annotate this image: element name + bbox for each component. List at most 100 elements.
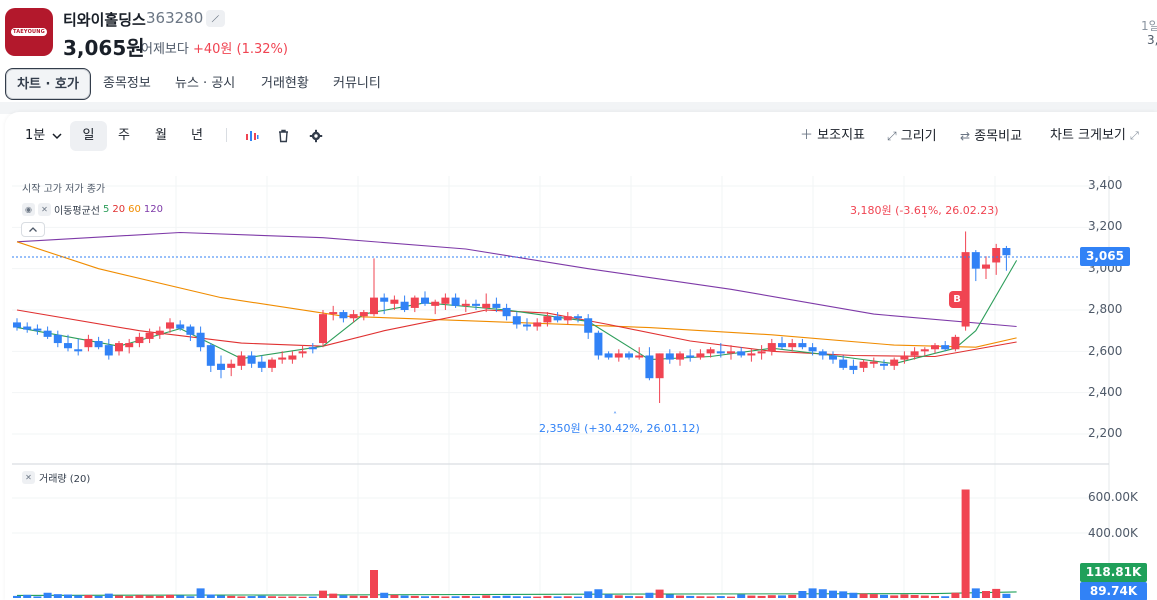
period-year[interactable]: 년: [191, 128, 203, 143]
candle-body: [880, 363, 888, 366]
price-tick: 3,400: [1088, 178, 1123, 192]
candle-body: [125, 343, 134, 348]
candle-body: [390, 299, 399, 304]
candle-body: [992, 248, 1001, 263]
gear-icon: [309, 129, 323, 142]
ohlc-legend: 시작 고가 저가 종가: [22, 184, 106, 195]
volume-bar: [727, 596, 735, 598]
candle-body: [278, 357, 287, 360]
candle-body: [329, 312, 338, 315]
candle-body: [451, 297, 460, 306]
volume-bar: [737, 594, 746, 598]
volume-bar: [125, 596, 134, 598]
chart-grid: [12, 176, 1109, 600]
trash-icon: [279, 129, 288, 142]
volume-title: 거래량 (20): [39, 473, 91, 485]
volume-bar: [533, 596, 542, 598]
candle-body: [23, 326, 32, 330]
volume-bar: [869, 594, 878, 598]
candlestick-series: [13, 231, 1011, 403]
interval-select[interactable]: 1분: [25, 121, 63, 151]
tab-news[interactable]: 뉴스 · 공시: [175, 76, 236, 91]
close-icon[interactable]: ✕: [22, 470, 35, 484]
volume-bar: [339, 595, 348, 598]
volume-bar: [359, 595, 368, 598]
volume-bar: [604, 594, 613, 598]
candle-body: [94, 341, 103, 348]
interval-label: 1분: [25, 128, 46, 143]
period-week[interactable]: 주: [118, 128, 130, 143]
low-annotation: 2,350원 (+30.42%, 26.01.12): [539, 422, 700, 435]
candle-body: [227, 363, 236, 368]
volume-bar: [145, 595, 154, 598]
candle-body: [482, 303, 491, 308]
buy-badge[interactable]: B: [949, 291, 965, 308]
candle-body: [288, 355, 297, 360]
volume-bar: [186, 596, 195, 598]
edit-button[interactable]: [206, 10, 225, 27]
volume-bar: [951, 592, 960, 598]
tab-trading-status[interactable]: 거래현황: [261, 76, 309, 91]
expand-icon: ⤢: [1130, 129, 1139, 142]
collapse-legend-button[interactable]: [21, 222, 45, 237]
candle-type-button[interactable]: [245, 121, 259, 151]
volume-bar: [992, 588, 1001, 598]
candle-body: [553, 316, 562, 321]
candle-body: [910, 351, 919, 356]
low-marker: ˄: [613, 411, 617, 420]
high-annotation: 3,180원 (-3.61%, 26.02.23): [850, 204, 999, 217]
volume-bar: [400, 595, 409, 598]
candle-body: [380, 297, 389, 302]
candle-body: [594, 332, 603, 356]
price-tick: 2,400: [1088, 385, 1123, 399]
right-period-label: 1일: [1141, 19, 1157, 33]
volume-bar: [625, 595, 633, 598]
candle-body: [441, 297, 450, 304]
draw-button[interactable]: ⤢ 그리기: [887, 121, 937, 151]
current-price-tag: 3,065: [1080, 247, 1130, 266]
ma-period-20: 20: [112, 203, 126, 215]
delete-button[interactable]: [277, 121, 290, 151]
volume-bar: [104, 593, 113, 598]
period-day[interactable]: 일: [70, 121, 107, 151]
volume-bar: [553, 596, 562, 598]
indicators-button[interactable]: ＋ 보조지표: [800, 121, 865, 151]
volume-bar: [84, 595, 93, 598]
expand-chart-button[interactable]: 차트 크게보기 ⤢: [1050, 121, 1139, 151]
volume-legend: ✕ 거래량 (20): [22, 470, 91, 485]
volume-bar: [451, 596, 460, 598]
compare-button[interactable]: ⇄ 종목비교: [960, 121, 1022, 151]
volume-bar: [298, 596, 307, 598]
stock-code: 363280: [146, 9, 204, 27]
volume-bar: [349, 595, 358, 598]
volume-bar: [410, 595, 419, 598]
candle-body: [665, 353, 674, 360]
candle-body: [941, 345, 950, 350]
candle-body: [829, 355, 837, 360]
candle-body: [798, 343, 807, 348]
settings-button[interactable]: [309, 121, 323, 151]
candle-body: [808, 347, 817, 352]
close-icon[interactable]: ✕: [38, 202, 51, 216]
volume-bar: [778, 595, 786, 598]
company-logo: TAEYOUNG: [5, 8, 53, 56]
period-month[interactable]: 월: [155, 128, 167, 143]
candle-body: [655, 353, 664, 379]
candle-body: [961, 252, 970, 327]
candle-body: [635, 355, 644, 358]
volume-bar: [53, 594, 62, 598]
tab-chart-orderbook[interactable]: 차트 · 호가: [5, 68, 91, 100]
candle-body: [359, 312, 368, 317]
draw-arrow-icon: ⤢: [887, 129, 897, 143]
candle-body: [319, 314, 327, 344]
volume-bar: [23, 594, 32, 598]
eye-icon[interactable]: ◉: [22, 202, 35, 216]
candle-body: [920, 349, 929, 352]
tab-community[interactable]: 커뮤니티: [333, 76, 381, 91]
volume-bar: [94, 595, 103, 598]
volume-ma-tag: 118.81K: [1080, 563, 1147, 582]
volume-bar: [931, 595, 939, 598]
tab-stock-info[interactable]: 종목정보: [103, 76, 151, 91]
volume-bar: [43, 592, 52, 598]
